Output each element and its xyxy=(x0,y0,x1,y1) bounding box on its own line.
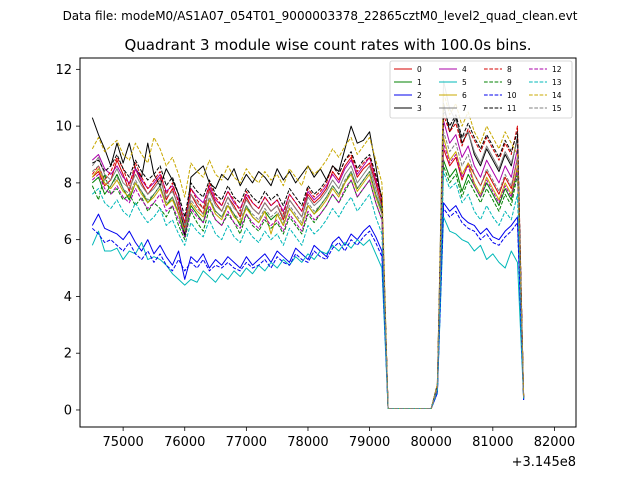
series-line-13 xyxy=(91,171,525,410)
y-tick-label: 10 xyxy=(55,120,72,135)
legend-label-14: 14 xyxy=(552,91,562,100)
legend-label-9: 9 xyxy=(507,78,512,87)
series-line-8 xyxy=(91,114,525,410)
x-tick-label: 76000 xyxy=(164,435,205,450)
series-line-6 xyxy=(91,136,525,410)
legend-label-6: 6 xyxy=(462,91,467,100)
legend-label-2: 2 xyxy=(417,91,422,100)
x-offset-label: +3.145e8 xyxy=(512,455,576,470)
legend-label-0: 0 xyxy=(417,65,422,74)
y-tick-label: 12 xyxy=(55,63,72,78)
legend-label-10: 10 xyxy=(507,91,517,100)
legend-label-5: 5 xyxy=(462,78,467,87)
legend-label-15: 15 xyxy=(552,104,562,113)
chart-title: Quadrant 3 module wise count rates with … xyxy=(124,36,531,54)
y-tick-label: 6 xyxy=(64,233,72,248)
y-tick-label: 4 xyxy=(64,290,72,305)
x-tick-label: 82000 xyxy=(534,435,575,450)
x-tick-label: 80000 xyxy=(411,435,452,450)
series-line-15 xyxy=(91,131,525,410)
x-tick-label: 75000 xyxy=(102,435,143,450)
series-line-11 xyxy=(92,108,525,410)
series-layer xyxy=(91,80,525,410)
series-line-2 xyxy=(91,202,525,410)
legend-label-12: 12 xyxy=(552,65,562,74)
series-line-9 xyxy=(91,165,525,410)
series-line-12 xyxy=(91,142,525,410)
legend-box xyxy=(389,60,573,119)
series-line-10 xyxy=(91,207,525,410)
legend-label-3: 3 xyxy=(417,104,422,113)
series-line-5 xyxy=(91,216,525,410)
x-tick-label: 77000 xyxy=(226,435,267,450)
x-axis: 75000 76000 77000 78000 79000 80000 81000 82000 xyxy=(102,427,575,450)
legend-label-7: 7 xyxy=(462,104,467,113)
legend-label-8: 8 xyxy=(507,65,512,74)
x-tick-label: 79000 xyxy=(349,435,390,450)
x-tick-label: 81000 xyxy=(472,435,513,450)
legend-label-13: 13 xyxy=(552,78,562,87)
x-tick-label: 78000 xyxy=(287,435,328,450)
plot-frame xyxy=(79,57,577,428)
legend-label-4: 4 xyxy=(462,65,467,74)
legend-label-1: 1 xyxy=(417,78,422,87)
y-tick-label: 0 xyxy=(64,403,72,418)
y-tick-label: 8 xyxy=(64,176,72,191)
data-file-caption: Data file: modeM0/AS1A07_054T01_90000033… xyxy=(63,9,578,23)
legend-label-11: 11 xyxy=(507,104,517,113)
y-tick-label: 2 xyxy=(64,347,72,362)
y-axis: 0 2 4 6 8 10 12 xyxy=(55,63,80,418)
